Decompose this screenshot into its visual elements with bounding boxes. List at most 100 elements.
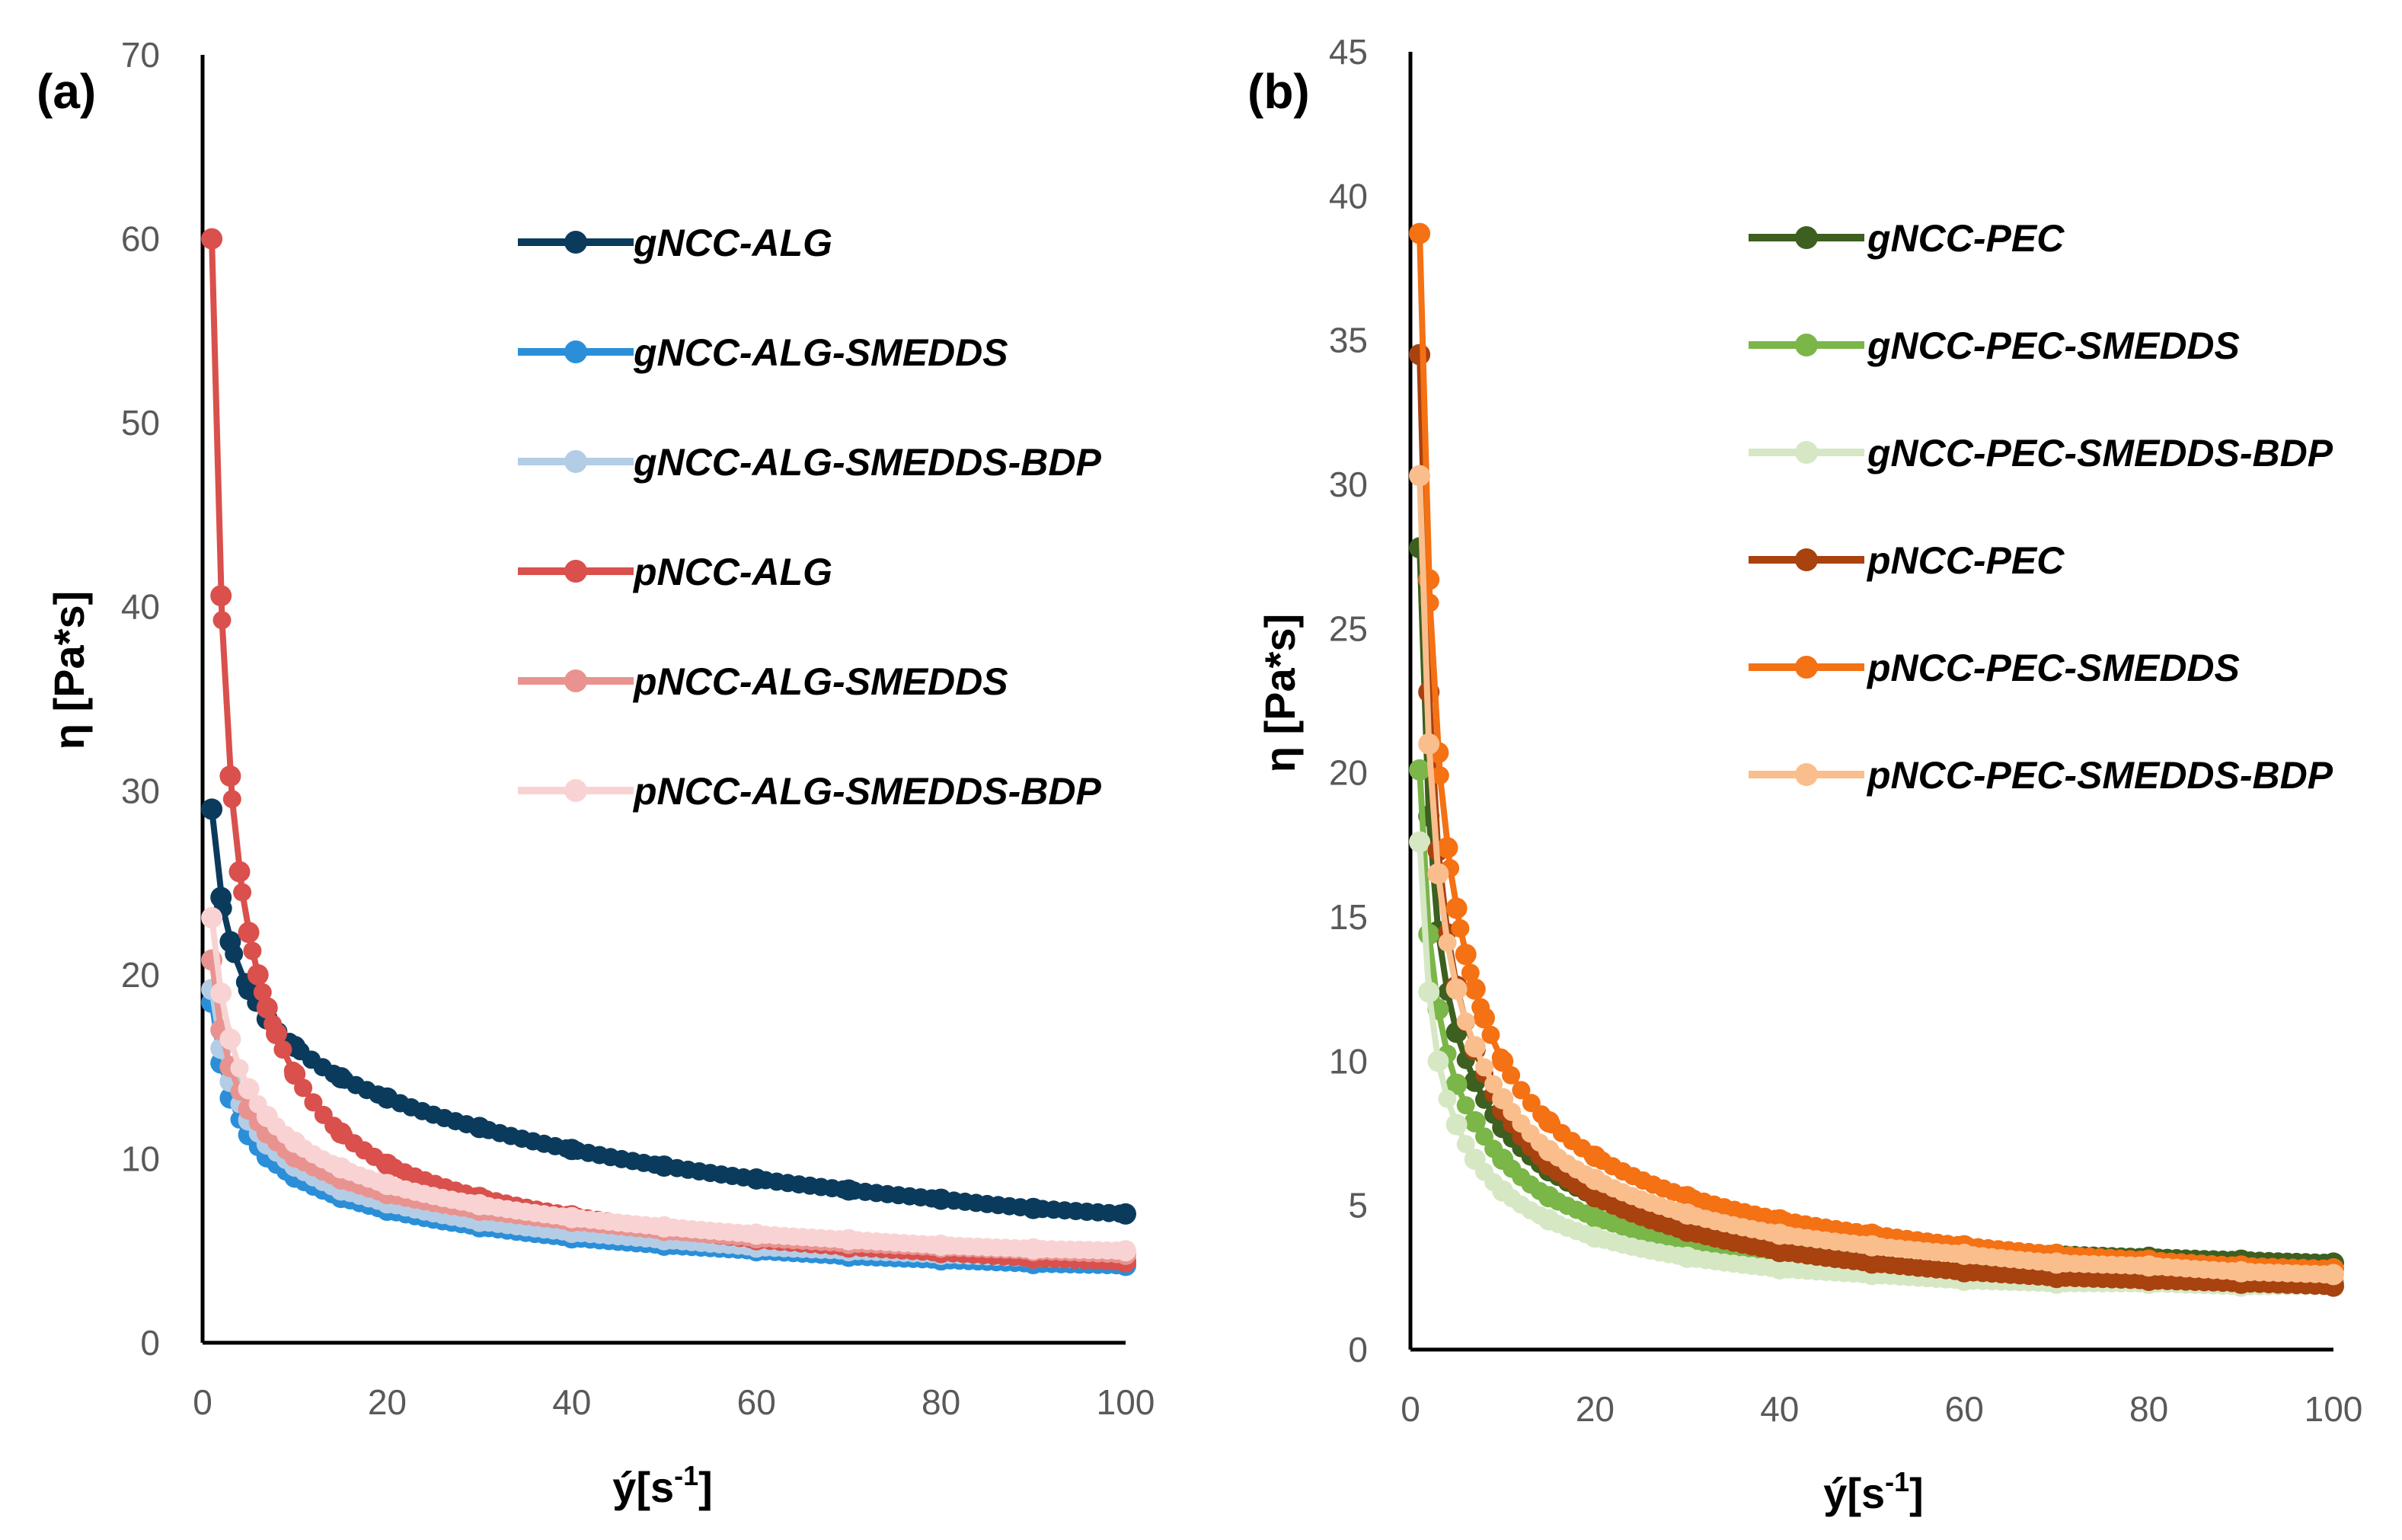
y-tick-label: 5 bbox=[1348, 1186, 1368, 1225]
data-point-anchor bbox=[1584, 1145, 1606, 1168]
data-point-anchor bbox=[238, 1078, 260, 1100]
data-point bbox=[1456, 1135, 1475, 1154]
data-point-anchor bbox=[1436, 837, 1458, 859]
data-point bbox=[1451, 919, 1470, 938]
data-point bbox=[273, 1040, 292, 1059]
data-point-anchor bbox=[1427, 1050, 1449, 1072]
data-point-anchor bbox=[376, 1153, 398, 1175]
data-point-anchor bbox=[1409, 222, 1431, 244]
legend-item: pNCC-ALG bbox=[518, 551, 832, 593]
data-point-anchor bbox=[1538, 1186, 1560, 1208]
data-point-anchor bbox=[561, 1139, 583, 1161]
legend-swatch-marker bbox=[564, 560, 587, 583]
data-point-anchor bbox=[238, 922, 260, 944]
data-point-anchor bbox=[2230, 1260, 2252, 1283]
data-point-anchor bbox=[201, 907, 223, 928]
series-pNCC-ALG bbox=[201, 228, 1136, 1273]
data-point-anchor bbox=[1953, 1244, 1976, 1265]
data-point-anchor bbox=[1768, 1223, 1790, 1245]
legend-label: pNCC-PEC bbox=[1866, 539, 2065, 582]
y-tick-label: 60 bbox=[121, 219, 160, 259]
y-tick-label: 20 bbox=[121, 955, 160, 995]
data-point bbox=[1512, 1081, 1531, 1100]
data-point-anchor bbox=[1861, 1252, 1883, 1274]
y-tick-label: 20 bbox=[1329, 753, 1368, 793]
data-point-anchor bbox=[746, 1223, 768, 1245]
data-point-anchor bbox=[1464, 978, 1486, 1000]
data-point-anchor bbox=[266, 1023, 287, 1045]
y-tick-label: 0 bbox=[1348, 1330, 1368, 1369]
data-point-anchor bbox=[746, 1168, 768, 1190]
panel-a: (a) 0 10 20 30 40 50 60 70 0 20 40 60 80 100 gNCC-ALG… bbox=[37, 35, 1155, 1511]
data-point-anchor bbox=[201, 228, 223, 250]
legend-item: gNCC-PEC-SMEDDS-BDP bbox=[1749, 432, 2333, 474]
x-tick-label: 40 bbox=[552, 1382, 591, 1422]
data-point-anchor bbox=[561, 1206, 583, 1228]
legend-swatch-marker bbox=[1795, 656, 1818, 679]
y-tick-label: 10 bbox=[1329, 1041, 1368, 1081]
legend-swatch-marker bbox=[1795, 226, 1818, 249]
data-point-anchor bbox=[1409, 465, 1431, 487]
data-point-anchor bbox=[210, 982, 232, 1004]
data-point bbox=[222, 790, 241, 809]
x-tick-label: 100 bbox=[2305, 1389, 2363, 1429]
legend-label: gNCC-PEC-SMEDDS bbox=[1867, 324, 2240, 367]
panel-b-y-axis-title: η [Pa*s] bbox=[1256, 614, 1304, 773]
data-point-anchor bbox=[1022, 1238, 1044, 1260]
legend-label: pNCC-ALG-SMEDDS bbox=[632, 660, 1008, 703]
data-point-anchor bbox=[284, 1063, 306, 1085]
panel-b: (b) 0 5 10 15 20 25 30 35 40 45 0 20 40 60 80 100 gNCC-… bbox=[1247, 32, 2362, 1517]
data-point-anchor bbox=[1538, 1139, 1560, 1161]
data-point-anchor bbox=[1427, 863, 1449, 885]
data-point-anchor bbox=[1445, 897, 1468, 919]
data-point-anchor bbox=[653, 1155, 675, 1177]
data-point bbox=[1475, 1058, 1493, 1077]
data-point-anchor bbox=[201, 798, 223, 820]
legend-swatch-marker bbox=[564, 669, 587, 692]
data-point-anchor bbox=[1115, 1203, 1136, 1225]
x-tick-label: 100 bbox=[1097, 1382, 1155, 1422]
data-point bbox=[1438, 933, 1457, 952]
x-tick-label: 40 bbox=[1760, 1389, 1799, 1429]
data-point-anchor bbox=[1538, 1110, 1560, 1133]
data-point-anchor bbox=[930, 1235, 952, 1256]
panel-b-x-axis-title: ý[s-1] bbox=[1823, 1466, 1924, 1517]
data-point-anchor bbox=[1418, 923, 1440, 945]
data-point bbox=[1461, 963, 1480, 982]
panel-a-y-axis-title: η [Pa*s] bbox=[45, 591, 93, 750]
data-point-anchor bbox=[468, 1193, 490, 1216]
data-point bbox=[1438, 1089, 1457, 1108]
legend-label: pNCC-PEC-SMEDDS-BDP bbox=[1866, 754, 2333, 797]
data-point-anchor bbox=[1676, 1246, 1698, 1268]
y-tick-label: 40 bbox=[1329, 176, 1368, 216]
data-point-anchor bbox=[330, 1157, 352, 1179]
series-pNCC-PEC-SMEDDS-BDP bbox=[1409, 465, 2344, 1286]
data-point-anchor bbox=[1492, 1088, 1514, 1110]
data-point-anchor bbox=[1492, 1149, 1514, 1171]
data-point-anchor bbox=[2138, 1255, 2160, 1277]
legend-swatch-marker bbox=[564, 231, 587, 254]
data-point-anchor bbox=[219, 765, 241, 787]
legend-item: gNCC-ALG bbox=[518, 222, 832, 264]
legend-item: pNCC-PEC bbox=[1749, 539, 2065, 582]
legend-label: gNCC-ALG-SMEDDS-BDP bbox=[633, 441, 1101, 484]
data-point-anchor bbox=[1676, 1203, 1698, 1225]
data-point-anchor bbox=[653, 1216, 675, 1238]
data-point bbox=[1481, 1025, 1500, 1044]
data-point-anchor bbox=[1464, 1149, 1486, 1171]
data-point-anchor bbox=[1676, 1186, 1698, 1208]
data-point-anchor bbox=[1445, 1113, 1468, 1136]
data-point-anchor bbox=[330, 1067, 352, 1089]
data-point-anchor bbox=[210, 585, 232, 607]
y-tick-label: 40 bbox=[121, 587, 160, 627]
data-point-anchor bbox=[284, 1131, 306, 1153]
data-point-anchor bbox=[1492, 1180, 1514, 1202]
x-tick-label: 80 bbox=[2129, 1389, 2168, 1429]
data-point-anchor bbox=[1953, 1260, 1976, 1283]
data-point-anchor bbox=[219, 1028, 241, 1050]
legend-swatch-marker bbox=[1795, 763, 1818, 786]
legend-label: pNCC-PEC-SMEDDS bbox=[1866, 647, 2240, 689]
data-point-anchor bbox=[1464, 1036, 1486, 1058]
series-line bbox=[209, 238, 1126, 1265]
